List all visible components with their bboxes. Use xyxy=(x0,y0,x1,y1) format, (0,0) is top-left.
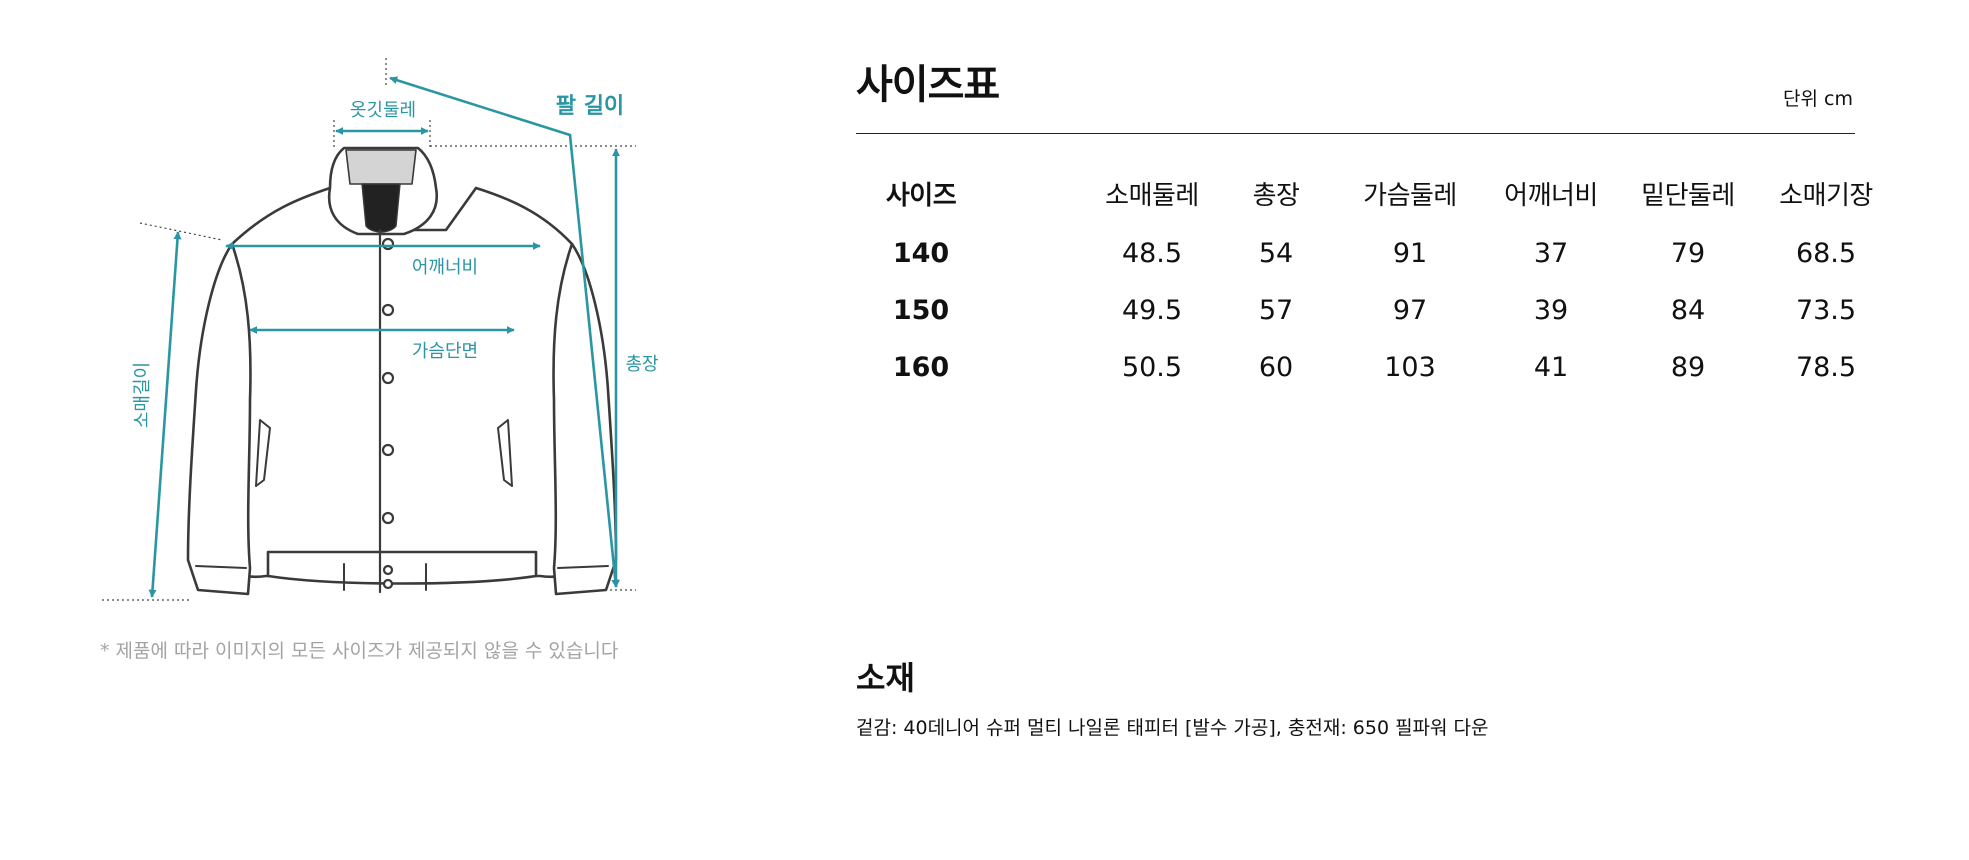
collar-label: 옷깃둘레 xyxy=(350,100,416,121)
table-cell: 68.5 xyxy=(1795,238,1857,269)
size-chart-unit: 단위 cm xyxy=(1783,88,1853,110)
table-cell: 49.5 xyxy=(1121,295,1183,326)
table-cell: 41 xyxy=(1533,352,1569,383)
table-cell: 97 xyxy=(1392,295,1428,326)
table-cell: 48.5 xyxy=(1121,238,1183,269)
left-sleeve xyxy=(186,242,252,596)
chest-label: 가슴단면 xyxy=(412,341,478,362)
table-cell: 57 xyxy=(1258,295,1294,326)
size-chart-table: 사이즈 소매둘레 총장 가슴둘레 어깨너비 밑단둘레 소매기장 140 48.5… xyxy=(856,168,1873,396)
table-cell: 78.5 xyxy=(1795,352,1857,383)
table-row: 150 49.5 57 97 39 84 73.5 xyxy=(856,282,1856,339)
table-header-row: 사이즈 소매둘레 총장 가슴둘레 어깨너비 밑단둘레 소매기장 xyxy=(856,168,1873,225)
material-section-title: 소재 xyxy=(856,659,915,697)
table-cell-size: 140 xyxy=(892,238,950,269)
table-header-cell: 사이즈 xyxy=(885,181,957,211)
table-header-cell: 어깨너비 xyxy=(1504,181,1598,211)
table-row: 140 48.5 54 91 37 79 68.5 xyxy=(856,225,1856,282)
table-header-cell: 총장 xyxy=(1252,181,1300,211)
sleeve-length-arrow xyxy=(148,231,182,598)
size-chart-title: 사이즈표 xyxy=(856,62,1000,108)
size-chart-divider xyxy=(856,133,1855,134)
table-cell: 89 xyxy=(1670,352,1706,383)
size-disclaimer-note: * 제품에 따라 이미지의 모든 사이즈가 제공되지 않을 수 있습니다 xyxy=(100,640,619,662)
table-cell: 54 xyxy=(1258,238,1294,269)
table-header-cell: 가슴둘레 xyxy=(1363,181,1457,211)
jacket-measurement-diagram: 옷깃둘레 팔 길이 어깨너비 가슴단면 총장 소매길이 * 제품에 따라 이미지… xyxy=(0,0,800,860)
table-cell: 103 xyxy=(1384,352,1436,383)
table-cell: 91 xyxy=(1392,238,1428,269)
table-row: 160 50.5 60 103 41 89 78.5 xyxy=(856,339,1856,396)
table-cell: 37 xyxy=(1533,238,1569,269)
right-sleeve xyxy=(552,242,618,596)
table-cell: 39 xyxy=(1533,295,1569,326)
table-cell: 79 xyxy=(1670,238,1706,269)
table-header-cell: 소매둘레 xyxy=(1105,181,1199,211)
table-cell: 60 xyxy=(1258,352,1294,383)
shoulder-label: 어깨너비 xyxy=(412,257,478,278)
table-cell: 84 xyxy=(1670,295,1706,326)
table-header-cell: 소매기장 xyxy=(1779,181,1873,211)
table-cell-size: 150 xyxy=(892,295,950,326)
sleeve-length-label: 소매길이 xyxy=(132,362,153,428)
arm-length-arrow xyxy=(389,76,620,588)
table-header-cell: 밑단둘레 xyxy=(1641,181,1735,211)
table-cell: 50.5 xyxy=(1121,352,1183,383)
table-cell: 73.5 xyxy=(1795,295,1857,326)
material-description: 겉감: 40데니어 슈퍼 멀티 나일론 태피터 [발수 가공], 충전재: 65… xyxy=(856,717,1489,739)
waistband xyxy=(266,550,538,585)
table-cell-size: 160 xyxy=(892,352,950,383)
arm-length-label: 팔 길이 xyxy=(556,94,624,119)
total-length-label: 총장 xyxy=(625,354,658,375)
jacket-illustration: 옷깃둘레 팔 길이 어깨너비 가슴단면 총장 소매길이 xyxy=(102,58,659,601)
